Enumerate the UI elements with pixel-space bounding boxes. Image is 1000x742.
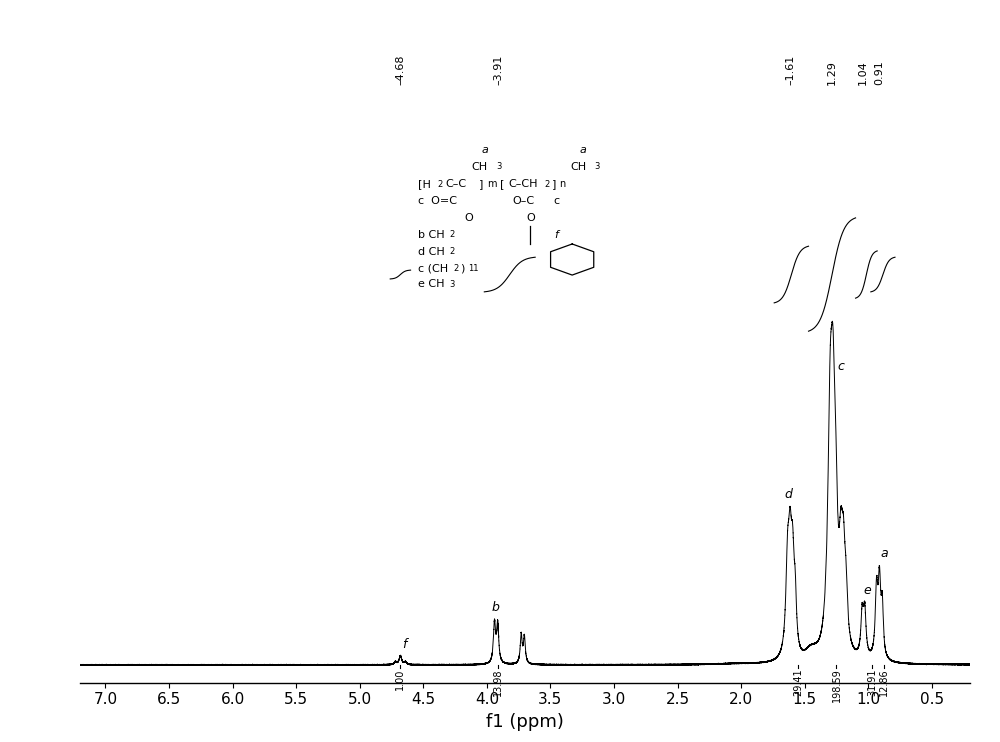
- Text: O–C: O–C: [513, 196, 535, 206]
- Text: 1.04: 1.04: [858, 60, 868, 85]
- Text: f: f: [402, 638, 406, 651]
- Text: 3: 3: [449, 280, 455, 289]
- Text: 29.41: 29.41: [793, 669, 803, 696]
- Text: 2: 2: [449, 247, 455, 256]
- Text: 13.98: 13.98: [493, 669, 503, 696]
- Text: c: c: [838, 360, 844, 373]
- Text: 198.59: 198.59: [831, 669, 841, 702]
- Text: b CH: b CH: [418, 230, 445, 240]
- Text: d CH: d CH: [418, 246, 445, 257]
- Text: a: a: [579, 145, 586, 156]
- Text: 0.91: 0.91: [875, 60, 885, 85]
- Text: 2: 2: [545, 180, 550, 189]
- Text: f: f: [554, 230, 558, 240]
- Text: C–CH: C–CH: [508, 180, 538, 189]
- Text: 3: 3: [497, 162, 502, 171]
- Text: CH: CH: [472, 162, 488, 172]
- Text: –3.91: –3.91: [493, 55, 503, 85]
- Text: 2: 2: [438, 180, 443, 189]
- Text: a: a: [880, 547, 888, 560]
- Text: e CH: e CH: [418, 279, 445, 289]
- Text: [H: [H: [418, 180, 431, 189]
- Text: 2: 2: [454, 263, 459, 272]
- Text: c (CH: c (CH: [418, 263, 448, 273]
- Text: c  O=C: c O=C: [418, 196, 457, 206]
- Text: ]: ]: [479, 180, 483, 189]
- Text: C–C: C–C: [445, 180, 466, 189]
- Text: 3: 3: [594, 162, 600, 171]
- Text: 2: 2: [449, 230, 455, 239]
- Text: 31.91: 31.91: [867, 669, 877, 696]
- Text: n: n: [559, 180, 565, 189]
- Text: c: c: [547, 196, 560, 206]
- Text: 11: 11: [468, 263, 479, 272]
- Text: 12.86: 12.86: [879, 669, 889, 696]
- Text: CH: CH: [570, 162, 587, 172]
- Text: –4.68: –4.68: [395, 55, 405, 85]
- Text: ): ): [460, 263, 464, 273]
- Text: 1.29: 1.29: [826, 60, 836, 85]
- Text: b: b: [491, 602, 499, 614]
- Text: 1.00: 1.00: [395, 669, 405, 689]
- Text: d: d: [784, 487, 792, 501]
- Text: O: O: [526, 213, 535, 223]
- Text: a: a: [482, 145, 488, 156]
- Text: –1.61: –1.61: [786, 55, 796, 85]
- Text: e: e: [863, 584, 871, 597]
- Text: O: O: [465, 213, 473, 223]
- Text: [: [: [500, 180, 505, 189]
- Text: ]: ]: [552, 180, 556, 189]
- X-axis label: f1 (ppm): f1 (ppm): [486, 713, 564, 731]
- Text: m: m: [488, 180, 497, 189]
